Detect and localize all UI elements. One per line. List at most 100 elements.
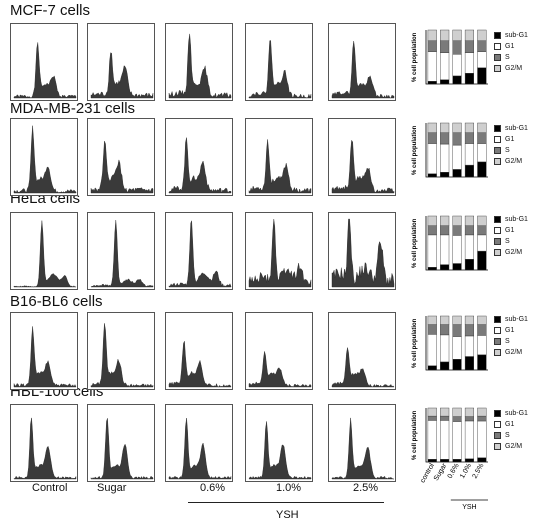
histogram-plot [331,40,395,99]
legend-item: G2/M [494,347,528,358]
bar-segment-s [440,132,450,145]
legend: sub-G1 G1 S G2/M [494,314,528,358]
bar-segment-subg1 [452,263,462,271]
histogram-plot [248,40,312,99]
histogram-panel [87,23,155,101]
histogram-plot [13,417,77,480]
bar-segment-g2m [477,215,487,226]
bar-segment-subg1 [452,169,462,178]
bar-segment-subg1 [477,457,487,463]
bar-segment-s [477,225,487,236]
legend-item: S [494,236,528,247]
bar-segment-g2m [464,315,474,325]
x-tick-label: 2.5% [471,463,485,480]
label-ysh-0.6: 0.6% [200,482,226,494]
label-ysh-2.5: 2.5% [353,482,379,494]
x-tick-label: control [419,462,436,484]
bar-segment-g2m [440,315,450,325]
bar-segment-g1 [440,334,450,363]
histogram-panel [328,212,396,290]
legend-swatch [494,147,501,154]
histogram-area [90,418,154,480]
histogram-panel [10,212,78,290]
bar-segment-s [477,40,487,52]
legend-label: S [505,147,510,154]
label-ysh-1.0: 1.0% [276,482,302,494]
histogram-plot [331,218,395,288]
bar-segment-subg1 [427,365,437,371]
bar-segment-g1 [452,54,462,77]
legend-label: G1 [505,327,515,334]
histogram-plot [90,141,154,194]
bar-segment-s [464,40,474,53]
legend-item: S [494,52,528,63]
bar-segment-g1 [452,421,462,460]
label-ysh: YSH [276,509,299,521]
bar-segment-g1 [440,420,450,460]
histogram-panel [10,404,78,482]
histogram-area [248,40,312,99]
histogram-panel [10,118,78,196]
histogram-area [248,421,312,480]
legend-label: S [505,338,510,345]
histogram-panel [10,312,78,390]
histogram-plot [168,33,232,99]
bar-segment-subg1 [464,356,474,371]
bar-segment-subg1 [440,264,450,271]
bar-segment-subg1 [452,359,462,371]
bar-segment-g1 [464,234,474,260]
legend-label: sub-G1 [505,316,528,323]
bar-segment-g2m [452,215,462,226]
histogram-area [331,417,395,480]
bar-segment-subg1 [464,259,474,271]
bar-segment-subg1 [452,75,462,85]
legend-item: S [494,430,528,441]
histogram-area [13,125,77,194]
bar-segment-s [452,324,462,337]
histogram-plot [331,139,395,194]
histogram-panel [10,23,78,101]
legend-label: G2/M [505,249,523,256]
legend-swatch [494,158,501,165]
bar-segment-g1 [452,235,462,264]
bar-segment-g2m [464,407,474,417]
bar-segment-g1 [464,143,474,166]
legend-item: G1 [494,134,528,145]
legend-item: G2/M [494,63,528,74]
legend-swatch [494,32,501,39]
bar-segment-subg1 [464,73,474,85]
row-title-mda: MDA-MB-231 cells [10,100,136,117]
bar-segment-subg1 [477,354,487,371]
legend-swatch [494,443,501,450]
histogram-plot [331,417,395,480]
legend-label: S [505,432,510,439]
legend-label: G2/M [505,65,523,72]
histogram-panel [245,23,313,101]
legend-swatch [494,54,501,61]
histogram-area [168,417,232,480]
histogram-area [13,42,77,99]
bar-segment-g1 [427,420,437,460]
bar-segment-s [464,225,474,236]
legend-label: sub-G1 [505,32,528,39]
bar-segment-g2m [440,29,450,42]
bar-segment-g1 [427,334,437,366]
label-sugar: Sugar [97,482,127,494]
legend-swatch [494,316,501,323]
histogram-area [90,219,154,288]
bar-segment-s [427,225,437,236]
histogram-plot [13,125,77,194]
histogram-area [13,417,77,480]
histogram-panel [165,212,233,290]
legend-label: G1 [505,43,515,50]
histogram-area [248,218,312,288]
histogram-panel [328,118,396,196]
histogram-plot [90,323,154,388]
bar-segment-s [427,324,437,335]
bar-segment-s [464,324,474,337]
histogram-area [331,218,395,288]
legend: sub-G1 G1 S G2/M [494,408,528,452]
legend-swatch [494,349,501,356]
legend-swatch [494,249,501,256]
legend-swatch [494,432,501,439]
